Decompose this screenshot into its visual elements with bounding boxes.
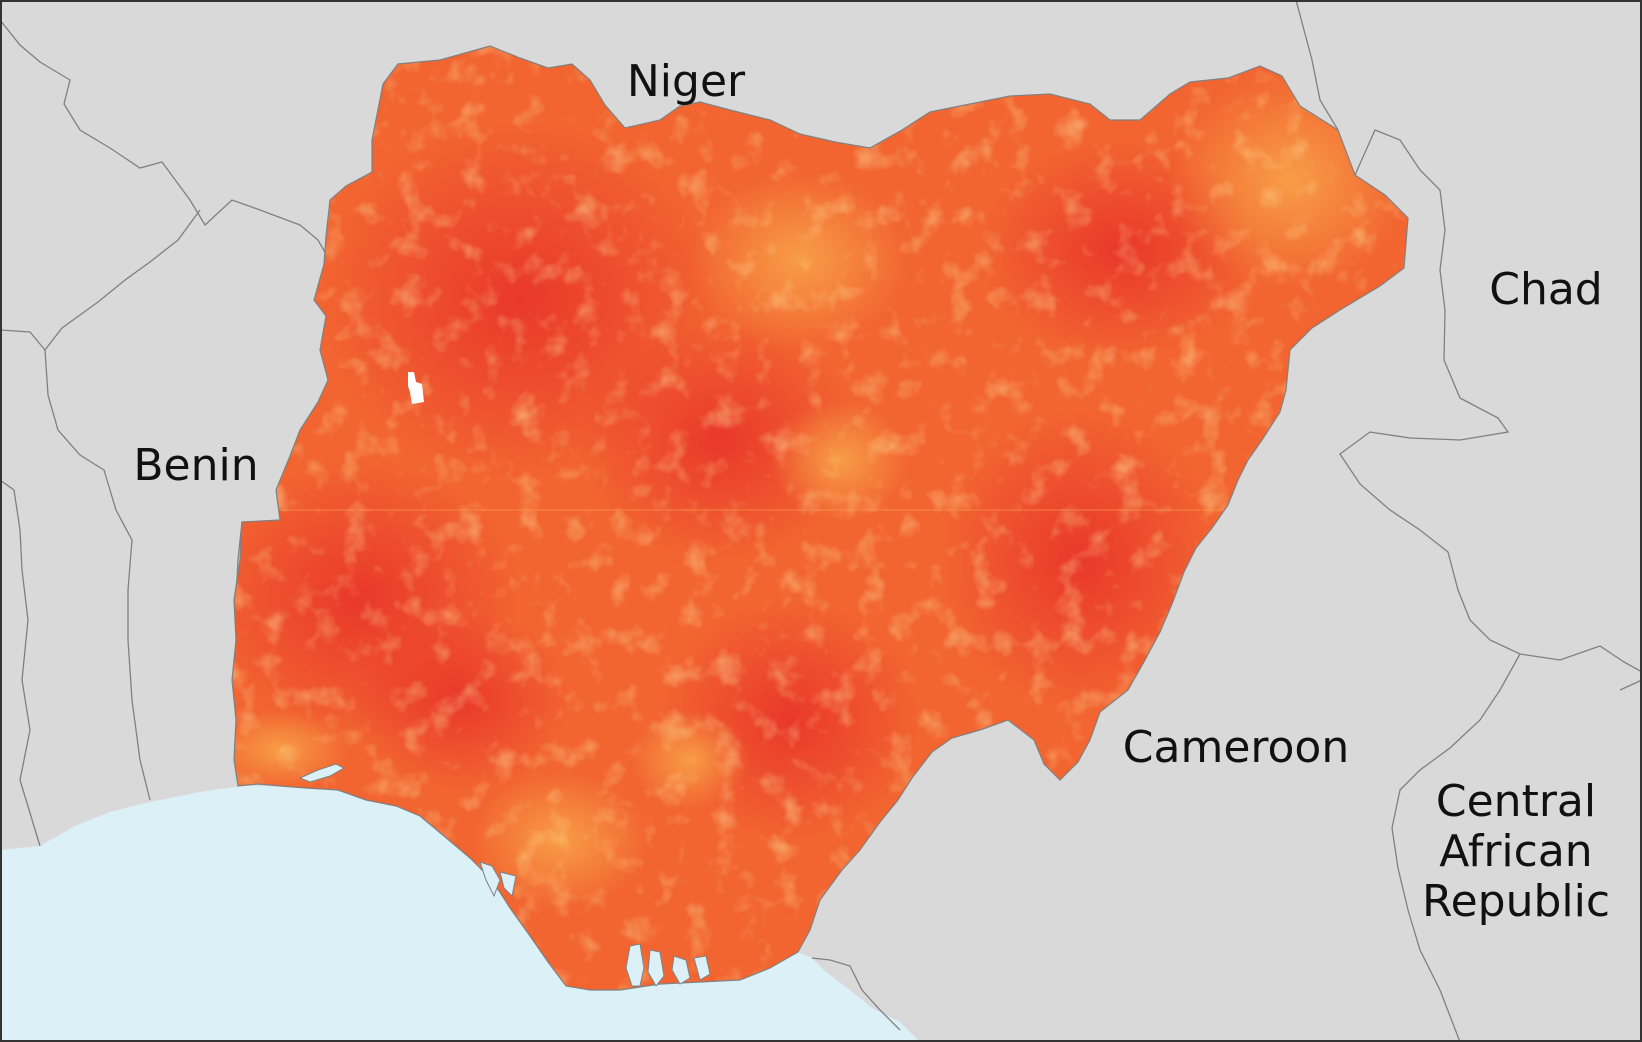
togo-ghana-border [0, 329, 46, 351]
lagos-lagoon [298, 763, 346, 783]
ghana-west-border [0, 479, 41, 847]
label-cameroon: Cameroon [1123, 722, 1349, 773]
benin-niger-border [0, 19, 327, 255]
niger-chad-border [1295, 0, 1339, 131]
chad-cameroon-border [1339, 129, 1642, 673]
label-car-line2: African [1439, 826, 1592, 877]
benin-togo-border [44, 209, 201, 801]
nigeria-outline [231, 45, 1409, 991]
gulf-of-guinea [0, 786, 920, 1042]
label-car-line3: Republic [1422, 876, 1610, 927]
delta-creek-4 [647, 949, 665, 987]
delta-creek-5 [671, 955, 691, 985]
delta-creek-6 [693, 955, 711, 981]
delta-creek-1 [479, 861, 501, 898]
delta-creek-2 [499, 871, 517, 898]
cameroon-coast-border [811, 957, 901, 1031]
nodata-reservoir [408, 372, 424, 404]
delta-creek-3 [625, 943, 645, 987]
label-benin: Benin [133, 440, 258, 491]
label-niger: Niger [627, 56, 746, 107]
cameroon-car-border [1391, 653, 1521, 1042]
nigeria-raster [232, 46, 1408, 990]
label-chad: Chad [1489, 264, 1603, 315]
coastal-waters [298, 763, 711, 987]
car-east-border [1619, 679, 1642, 691]
label-car-line1: Central [1436, 776, 1596, 827]
